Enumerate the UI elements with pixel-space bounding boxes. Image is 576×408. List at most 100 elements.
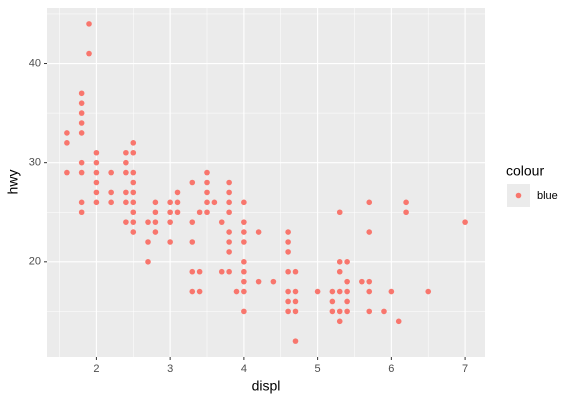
point	[86, 21, 92, 27]
point	[241, 288, 247, 295]
point	[123, 149, 129, 156]
point	[189, 268, 196, 275]
point	[189, 288, 196, 295]
point	[329, 308, 336, 315]
x-tick-label: 3	[167, 363, 173, 375]
point	[196, 268, 203, 275]
point	[336, 308, 343, 315]
point	[86, 50, 92, 57]
panel	[47, 8, 485, 357]
legend-label: blue	[537, 190, 558, 202]
point	[462, 219, 468, 225]
point	[270, 278, 277, 285]
point	[130, 189, 137, 196]
point	[285, 249, 291, 255]
point	[218, 219, 225, 225]
point	[226, 268, 232, 275]
point	[123, 199, 129, 206]
point	[64, 169, 70, 176]
point	[123, 159, 129, 166]
point	[366, 308, 373, 315]
y-tick-label: 20	[29, 256, 41, 268]
point	[204, 199, 210, 206]
point	[130, 219, 137, 225]
point	[130, 229, 137, 235]
point	[78, 169, 85, 176]
y-axis-label: hwy	[5, 170, 21, 195]
y-tick-label: 30	[29, 157, 41, 169]
point	[152, 229, 159, 235]
point	[285, 239, 291, 245]
point	[344, 278, 350, 285]
point	[196, 209, 203, 216]
point	[241, 199, 247, 206]
point	[123, 169, 129, 176]
point	[108, 169, 114, 176]
point	[93, 149, 100, 156]
point	[241, 259, 247, 265]
point	[241, 308, 247, 315]
point	[130, 149, 137, 156]
point	[108, 199, 114, 206]
point	[241, 229, 247, 235]
point	[167, 209, 173, 216]
point	[78, 130, 85, 136]
point	[403, 209, 409, 216]
point	[425, 288, 432, 295]
point	[292, 288, 299, 295]
point	[314, 288, 321, 295]
point	[255, 278, 262, 285]
point	[381, 308, 387, 315]
point	[285, 308, 291, 315]
point	[226, 209, 232, 216]
point	[255, 229, 262, 235]
point	[130, 209, 137, 216]
point	[174, 199, 181, 206]
legend-title: colour	[506, 163, 544, 179]
point	[123, 219, 129, 225]
point	[145, 259, 151, 265]
point	[78, 120, 85, 126]
point	[145, 239, 151, 245]
point	[336, 209, 343, 216]
point	[167, 219, 173, 225]
point	[285, 229, 291, 235]
point	[395, 318, 402, 325]
point	[292, 338, 299, 344]
point	[344, 308, 350, 315]
point	[93, 199, 100, 206]
point	[152, 199, 159, 206]
point	[292, 298, 299, 305]
point	[93, 189, 100, 196]
point	[344, 288, 350, 295]
point	[130, 179, 137, 186]
point	[336, 259, 343, 265]
point	[285, 288, 291, 295]
point	[174, 209, 181, 216]
point	[78, 209, 85, 216]
point	[64, 130, 70, 136]
point	[329, 288, 336, 295]
point	[292, 268, 299, 275]
point	[189, 179, 196, 186]
point	[344, 298, 350, 305]
point	[285, 298, 291, 305]
x-tick-label: 7	[462, 363, 468, 375]
point	[226, 239, 232, 245]
point	[204, 209, 210, 216]
point	[403, 199, 409, 206]
point	[204, 169, 210, 176]
point	[226, 229, 232, 235]
point	[366, 288, 373, 295]
point	[366, 278, 373, 285]
point	[64, 140, 70, 146]
point	[152, 219, 159, 225]
point	[226, 189, 232, 196]
point	[241, 268, 247, 275]
point	[108, 189, 114, 196]
point	[366, 229, 373, 235]
point	[93, 159, 100, 166]
point	[145, 219, 151, 225]
x-tick-label: 4	[241, 363, 247, 375]
